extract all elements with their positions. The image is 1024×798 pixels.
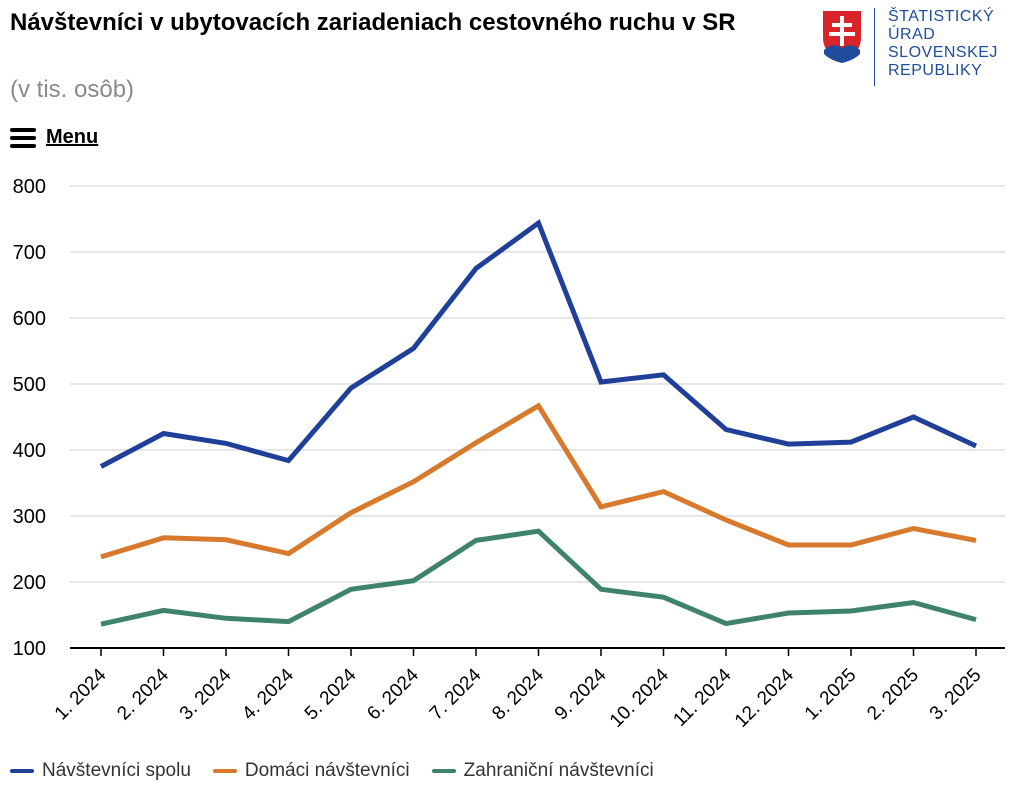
menu-button[interactable]: Menu — [10, 126, 98, 149]
y-tick-label: 200 — [13, 572, 46, 594]
y-tick-label: 500 — [13, 374, 46, 396]
x-tick-label: 2. 2024 — [113, 664, 173, 724]
series-line — [99, 219, 978, 469]
legend-label: Návštevníci spolu — [42, 760, 191, 781]
x-tick-label: 4. 2024 — [238, 664, 298, 724]
legend-item[interactable]: Domáci návštevníci — [212, 760, 410, 782]
x-tick-label: 2. 2025 — [863, 665, 923, 725]
x-tick-label: 9. 2024 — [551, 664, 611, 724]
legend-label: Domáci návštevníci — [244, 760, 410, 781]
y-tick-label: 700 — [13, 242, 46, 264]
logo-divider — [874, 8, 875, 86]
logo-text: ŠTATISTICKÝ ÚRAD SLOVENSKEJ REPUBLIKY — [888, 8, 998, 80]
y-tick-label: 100 — [13, 638, 46, 660]
chart-legend: Návštevníci spolu Domáci návštevníci Zahra… — [10, 760, 676, 782]
chart-title: Návštevníci v ubytovacích zariadeniach c… — [10, 9, 736, 36]
series-line — [100, 402, 977, 560]
logo-line-1: ŠTATISTICKÝ — [888, 8, 995, 25]
y-tick-label: 400 — [13, 440, 46, 462]
logo-line-2: ÚRAD — [888, 26, 936, 43]
legend-swatch — [10, 769, 34, 773]
x-tick-label: 6. 2024 — [363, 664, 423, 724]
chart-subtitle: (v tis. osôb) — [10, 76, 135, 103]
legend-item[interactable]: Návštevníci spolu — [10, 760, 191, 782]
legend-item[interactable]: Zahraniční návštevníci — [431, 760, 654, 782]
hamburger-icon — [10, 127, 36, 148]
logo-line-3: SLOVENSKEJ — [888, 44, 998, 61]
legend-swatch — [212, 769, 237, 773]
x-tick-label: 11. 2024 — [669, 664, 735, 730]
x-tick-label: 1. 2025 — [801, 665, 861, 725]
x-tick-label: 12. 2024 — [731, 664, 798, 731]
coat-of-arms-icon — [821, 9, 863, 65]
x-tick-label: 3. 2025 — [926, 665, 986, 725]
y-tick-label: 300 — [13, 506, 46, 528]
series-line — [100, 528, 977, 627]
y-tick-label: 600 — [13, 308, 46, 330]
x-tick-label: 10. 2024 — [606, 664, 673, 731]
x-tick-label: 1. 2024 — [51, 664, 111, 724]
legend-label: Zahraniční návštevníci — [463, 760, 654, 781]
x-tick-label: 5. 2024 — [301, 664, 361, 724]
x-tick-label: 8. 2024 — [488, 664, 548, 724]
logo-line-4: REPUBLIKY — [888, 62, 983, 79]
x-tick-label: 7. 2024 — [426, 664, 486, 724]
x-tick-label: 3. 2024 — [176, 664, 236, 724]
menu-label: Menu — [46, 126, 99, 148]
statistical-office-logo[interactable]: ŠTATISTICKÝ ÚRAD SLOVENSKEJ REPUBLIKY — [820, 8, 1010, 88]
legend-swatch — [431, 769, 456, 773]
y-tick-label: 800 — [13, 176, 46, 198]
